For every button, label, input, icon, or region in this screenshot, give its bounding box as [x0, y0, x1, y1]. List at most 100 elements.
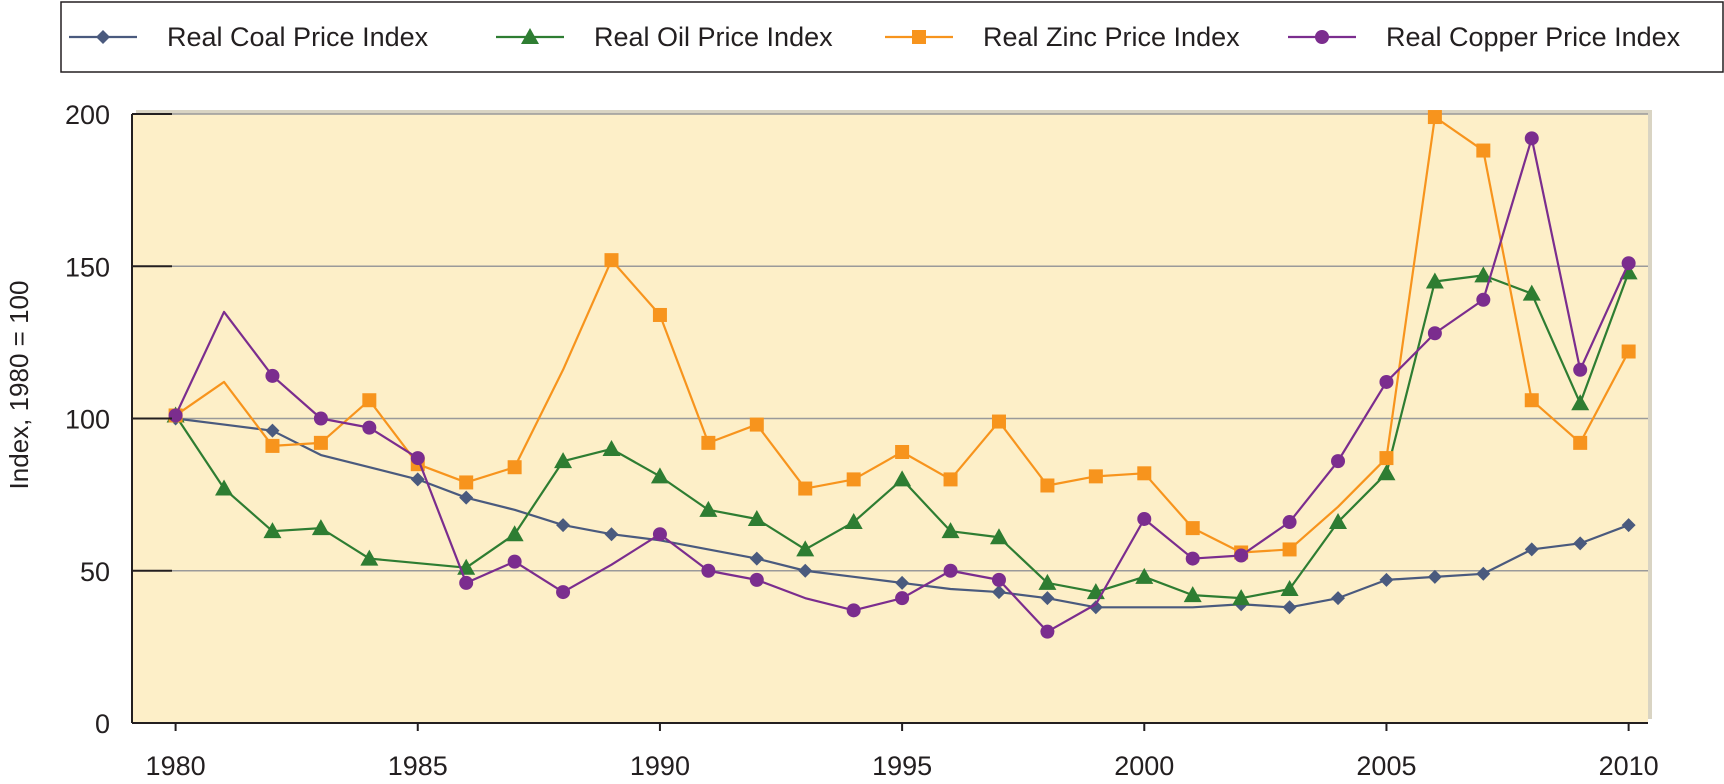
data-point	[1573, 362, 1588, 377]
data-point	[1040, 478, 1055, 493]
data-point	[991, 585, 1006, 600]
data-point	[1331, 591, 1346, 606]
data-point	[1524, 542, 1539, 557]
data-point	[1040, 591, 1055, 606]
data-point	[507, 460, 522, 475]
legend-swatch-marker	[521, 28, 539, 44]
series-line	[174, 271, 1630, 600]
data-point	[265, 438, 280, 453]
data-point	[1185, 551, 1200, 566]
data-point	[1621, 344, 1636, 359]
data-point	[1135, 567, 1154, 584]
legend-swatch-marker	[96, 30, 110, 44]
data-point	[1137, 511, 1152, 526]
data-point	[507, 554, 522, 569]
legend-item: Real Copper Price Index	[1288, 22, 1681, 52]
data-point	[1474, 266, 1493, 283]
data-point	[505, 525, 524, 542]
data-point	[313, 435, 328, 450]
data-point	[263, 522, 282, 539]
data-point	[360, 549, 379, 566]
data-point	[895, 575, 910, 590]
data-point	[701, 563, 716, 578]
data-point	[1573, 435, 1588, 450]
data-point	[893, 470, 912, 487]
legend-swatch-marker	[912, 30, 926, 44]
data-point	[652, 307, 667, 322]
data-point	[168, 408, 183, 423]
legend-item: Real Zinc Price Index	[885, 22, 1240, 52]
legend-item: Real Coal Price Index	[69, 22, 429, 52]
data-point	[313, 411, 328, 426]
data-point	[1331, 454, 1346, 469]
data-point	[1524, 131, 1539, 146]
data-point	[1571, 394, 1590, 411]
data-point	[701, 435, 716, 450]
data-point	[1425, 272, 1444, 289]
legend-label: Real Coal Price Index	[167, 22, 429, 52]
series-real-oil-price-index	[166, 263, 1638, 606]
data-point	[989, 528, 1008, 545]
data-point	[1476, 143, 1491, 158]
plot-area: 0 50 100 150 200 1980 1985 1990 1995 2000 2005 201…	[65, 100, 1659, 781]
data-point	[1522, 284, 1541, 301]
y-tick-label: 150	[65, 252, 110, 282]
x-tick-label: 1980	[146, 751, 206, 781]
data-point	[554, 452, 573, 469]
data-point	[556, 585, 571, 600]
data-point	[1427, 569, 1442, 584]
data-point	[991, 414, 1006, 429]
data-point	[798, 481, 813, 496]
y-tick-label: 100	[65, 405, 110, 435]
data-point	[1329, 513, 1348, 530]
legend: Real Coal Price Index Real Oil Price Inde…	[60, 1, 1724, 73]
data-point	[1088, 469, 1103, 484]
data-point	[991, 572, 1006, 587]
data-point	[1282, 542, 1297, 557]
data-point	[941, 522, 960, 539]
y-tick-label: 200	[65, 100, 110, 130]
data-point	[1379, 572, 1394, 587]
data-point	[1038, 573, 1057, 590]
data-point	[846, 603, 861, 618]
y-tick-label: 0	[95, 709, 110, 739]
data-point	[749, 572, 764, 587]
data-point	[895, 591, 910, 606]
y-tick-label: 50	[80, 557, 110, 587]
data-point	[1088, 600, 1103, 615]
data-point	[747, 509, 766, 526]
data-point	[1621, 256, 1636, 271]
data-point	[943, 563, 958, 578]
data-point	[699, 500, 718, 517]
data-point	[459, 575, 474, 590]
data-point	[1040, 624, 1055, 639]
data-point	[1427, 326, 1442, 341]
data-point	[650, 467, 669, 484]
data-point	[362, 420, 377, 435]
x-tick-label: 2010	[1599, 751, 1659, 781]
data-point	[602, 439, 621, 456]
data-point	[1137, 466, 1152, 481]
data-point	[846, 472, 861, 487]
data-point	[1183, 586, 1202, 603]
data-point	[604, 527, 619, 542]
data-point	[215, 479, 234, 496]
data-point	[1232, 589, 1251, 606]
legend-label: Real Oil Price Index	[594, 22, 833, 52]
legend-label: Real Zinc Price Index	[983, 22, 1240, 52]
legend-label: Real Copper Price Index	[1386, 22, 1681, 52]
data-point	[844, 513, 863, 530]
data-point	[459, 475, 474, 490]
legend-swatch-marker	[1315, 30, 1329, 44]
y-axis-title: Index, 1980 = 100	[4, 281, 34, 490]
data-point	[1524, 393, 1539, 408]
data-point	[410, 472, 425, 487]
data-point	[265, 423, 280, 438]
data-point	[1282, 515, 1297, 530]
series-real-copper-price-index	[168, 131, 1636, 639]
data-point	[943, 472, 958, 487]
data-point	[459, 490, 474, 505]
data-point	[749, 417, 764, 432]
data-point	[1621, 518, 1636, 533]
